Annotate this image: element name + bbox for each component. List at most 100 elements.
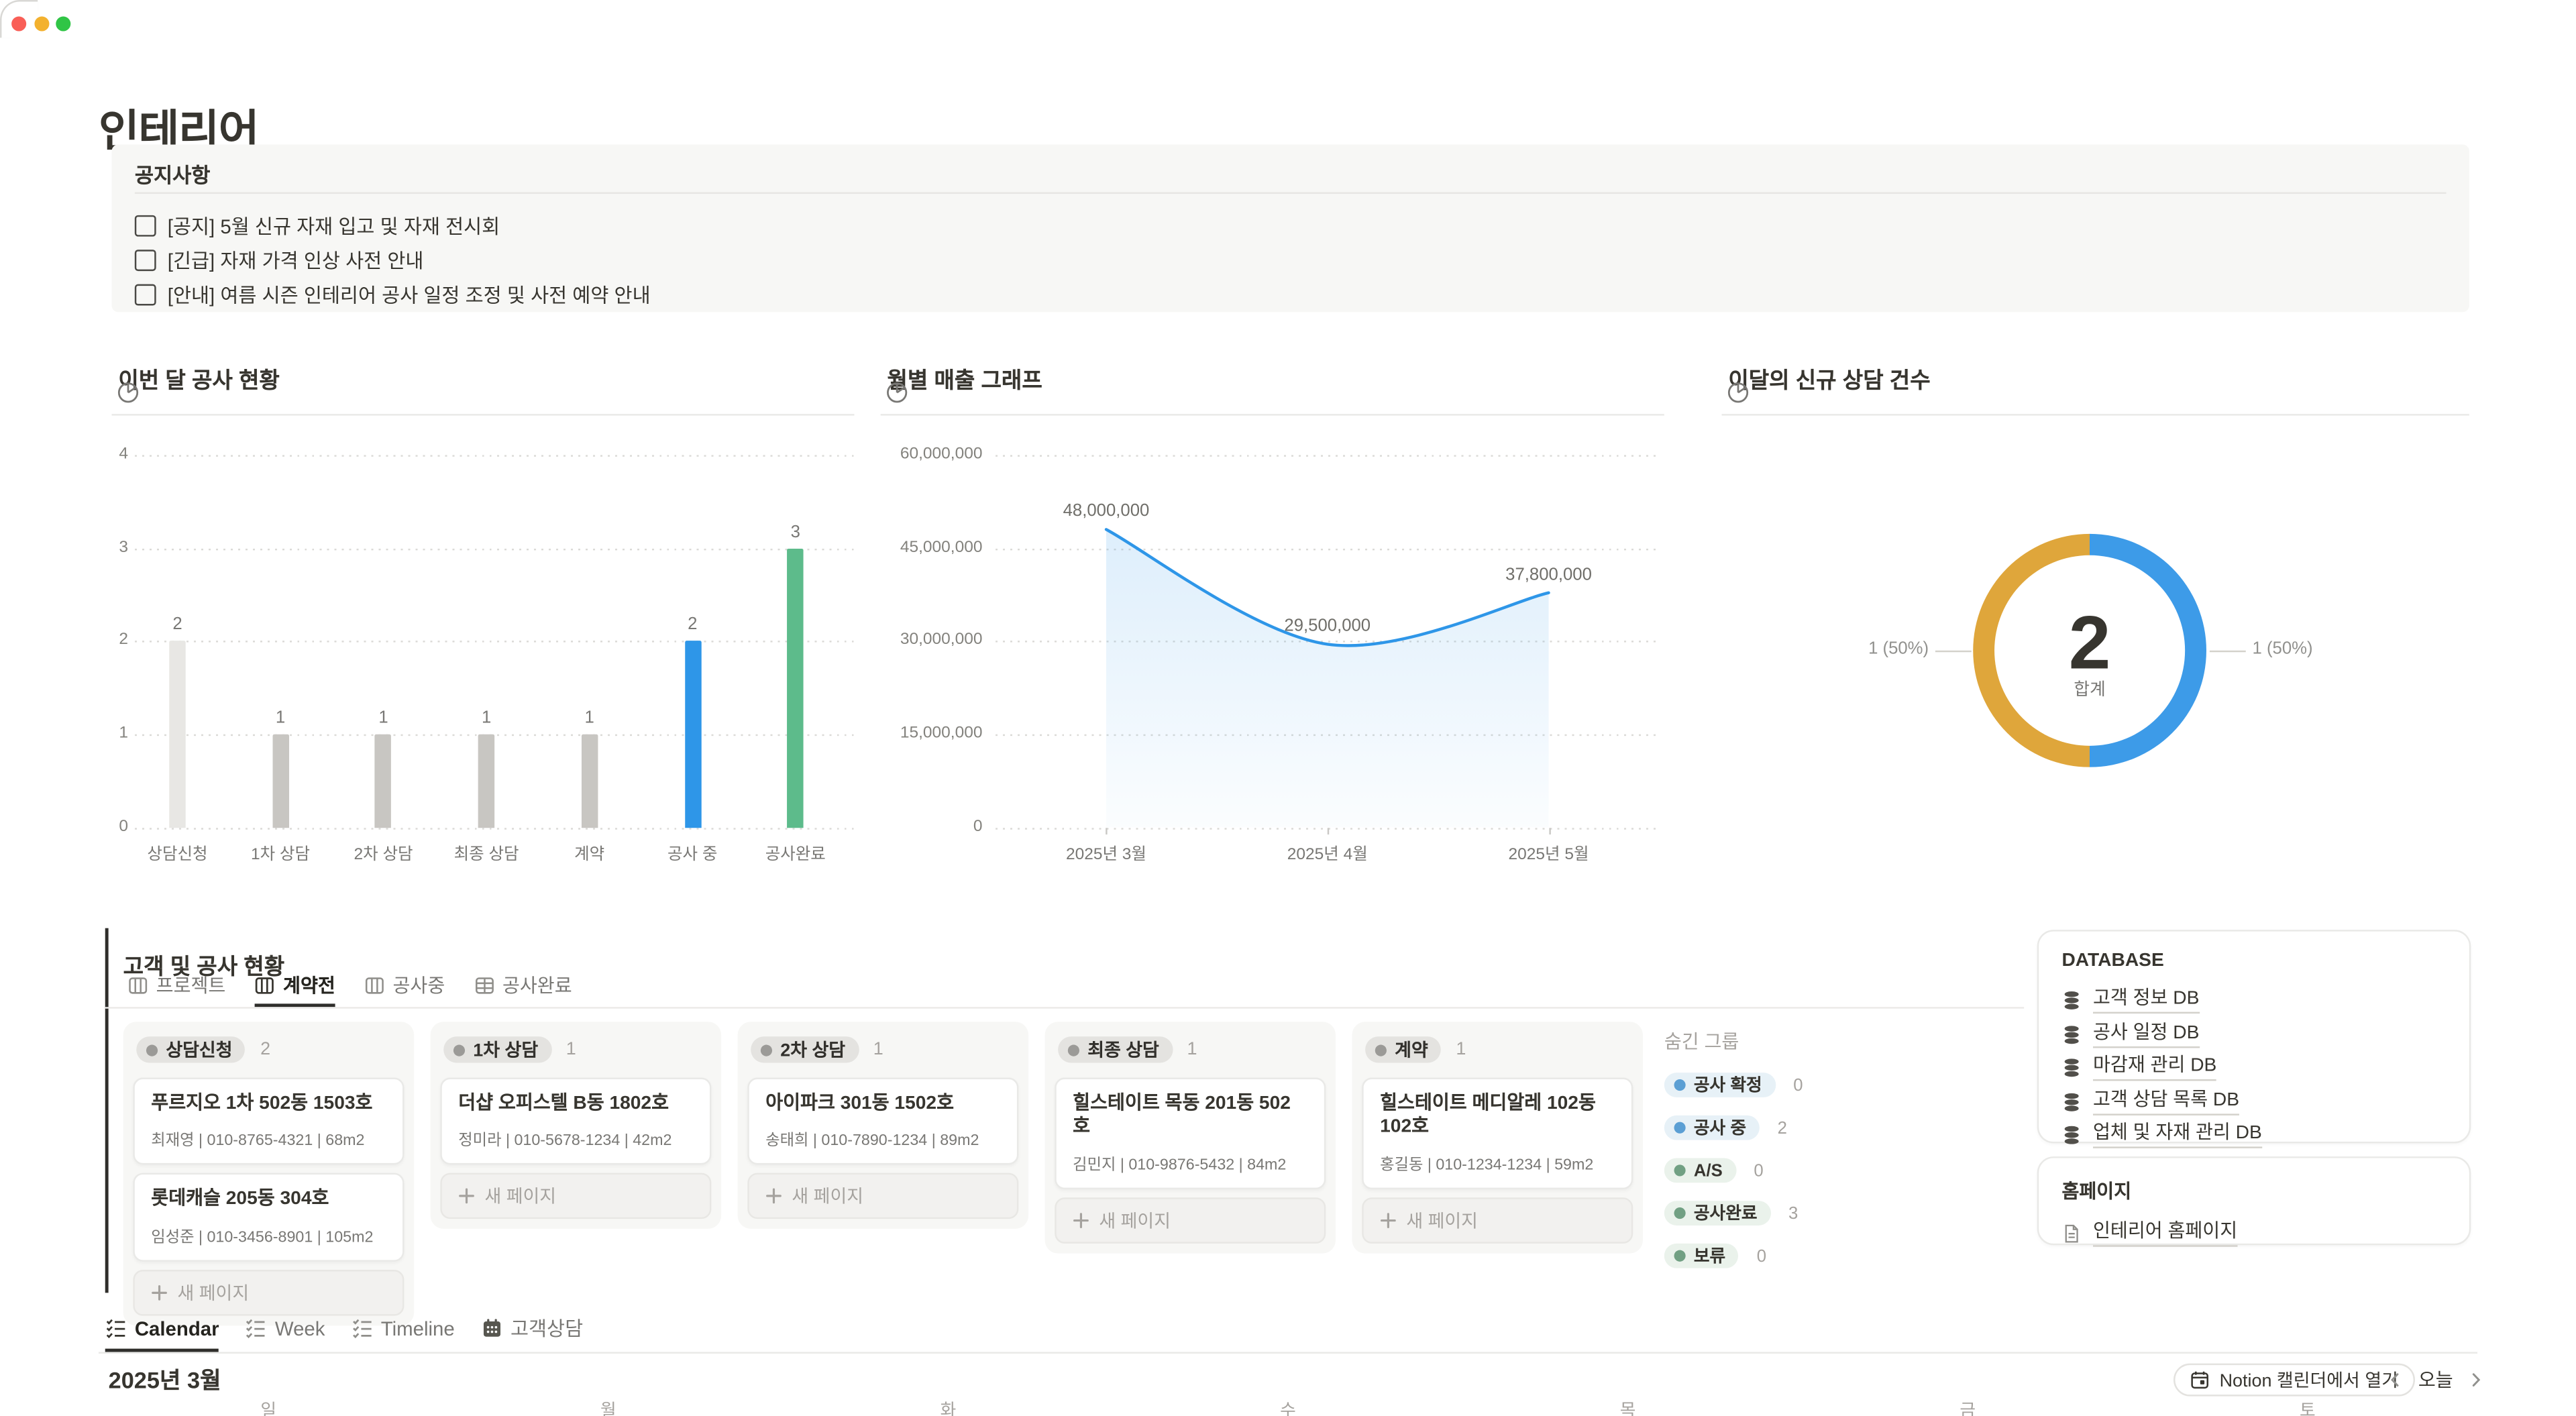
donut-plot: 2 합계 1 (50%) 1 (50%) [1722, 455, 2469, 828]
hidden-group-pill[interactable]: A/S [1664, 1158, 1736, 1183]
hidden-group-pill[interactable]: 공사 중 [1664, 1115, 1760, 1140]
kanban-column-pill[interactable]: 2차 상담 [751, 1036, 859, 1063]
hidden-group-pill[interactable]: 보류 [1664, 1243, 1739, 1268]
bar-value-label: 3 [790, 521, 800, 542]
hidden-group-row: 공사 확정 0 [1664, 1073, 2009, 1097]
bar-계약[interactable] [581, 734, 598, 828]
database-link[interactable]: 마감재 관리 DB [2061, 1051, 2446, 1085]
checkbox[interactable] [134, 250, 156, 272]
window-corner [0, 0, 38, 38]
bar-상담신청[interactable] [169, 641, 186, 828]
bar-공사완료[interactable] [787, 548, 804, 828]
close-button[interactable] [11, 16, 27, 32]
bar-최종 상담[interactable] [478, 734, 495, 828]
y-axis-tick: 1 [119, 724, 129, 743]
bar-plot: 4 3 2 1 0 2 상담신청 1 1차 상담 1 2차 상담 1 최종 상담 1 계약 2 공사 중 3 공사완… [112, 445, 855, 864]
kanban-card-meta: 정미라 | 010-5678-1234 | 42m2 [458, 1132, 672, 1151]
donut-callout-line [1935, 649, 1972, 652]
kanban-card[interactable]: 힐스테이트 목동 201동 502호 김민지 | 010-9876-5432 |… [1055, 1077, 1326, 1189]
database-link[interactable]: 공사 일정 DB [2061, 1018, 2446, 1051]
tab-week[interactable]: Week [246, 1317, 325, 1352]
minimize-button[interactable] [34, 16, 49, 32]
hidden-group-name: 보류 [1693, 1246, 1726, 1267]
divider [1721, 414, 2469, 416]
kanban-column: 1차 상담 1 더샵 오피스텔 B동 1802호 정미라 | 010-5678-… [430, 1022, 722, 1230]
new-page-label: 새 페이지 [1099, 1211, 1171, 1232]
new-page-button[interactable]: 새 페이지 [1362, 1197, 1633, 1244]
calendar-icon [483, 1319, 500, 1337]
kanban-column-pill[interactable]: 최종 상담 [1058, 1036, 1173, 1063]
tab-construction-done[interactable]: 공사완료 [474, 976, 572, 1007]
x-axis-tick [1106, 828, 1108, 835]
calendar-icon [2191, 1371, 2208, 1389]
kanban-card[interactable]: 힐스테이트 메디알레 102동 102호 홍길동 | 010-1234-1234… [1362, 1077, 1633, 1189]
chevron-left-icon[interactable] [2385, 1370, 2405, 1389]
y-axis-tick: 4 [119, 445, 129, 464]
database-panel-title: DATABASE [2061, 950, 2164, 971]
homepage-link[interactable]: 인테리어 홈페이지 [2061, 1217, 2446, 1251]
chevron-right-icon[interactable] [2466, 1370, 2485, 1389]
tab-in-construction[interactable]: 공사중 [365, 976, 445, 1007]
bar-2차 상담[interactable] [375, 734, 392, 828]
kanban-card[interactable]: 아이파크 301동 1502호 송태희 | 010-7890-1234 | 89… [747, 1077, 1019, 1166]
bar-공사 중[interactable] [684, 641, 701, 828]
zoom-button[interactable] [56, 16, 71, 32]
hidden-group-pill[interactable]: 공사완료 [1664, 1201, 1771, 1226]
notice-item: [긴급] 자재 가격 인상 사전 안내 [134, 246, 2447, 274]
divider [111, 414, 855, 416]
kanban-column-count: 1 [873, 1040, 883, 1060]
weekday-label: 금 [1960, 1401, 1976, 1416]
new-page-button[interactable]: 새 페이지 [747, 1173, 1019, 1220]
today-button[interactable]: 오늘 [2418, 1371, 2453, 1392]
hidden-group-name: 공사 중 [1693, 1118, 1747, 1139]
gridline [996, 641, 1660, 643]
notice-title: 공지사항 [134, 164, 211, 188]
plus-icon [459, 1189, 474, 1205]
status-dot-icon [453, 1044, 466, 1056]
kanban-column-header: 계약 1 [1365, 1036, 1629, 1063]
donut-slice-label-right: 1 (50%) [2252, 639, 2313, 659]
kanban-card[interactable]: 롯데캐슬 205동 304호 임성준 | 010-3456-8901 | 105… [133, 1173, 405, 1262]
checkbox[interactable] [134, 215, 156, 237]
revenue-line-svg [1104, 528, 1550, 828]
divider [105, 1007, 2025, 1009]
tab-timeline[interactable]: Timeline [352, 1317, 455, 1352]
tab-pre-contract[interactable]: 계약전 [255, 976, 335, 1007]
kanban-column-pill[interactable]: 계약 [1365, 1036, 1442, 1063]
new-page-button[interactable]: 새 페이지 [1055, 1197, 1326, 1244]
gridline [996, 455, 1660, 457]
calendar-navigation: 오늘 [2385, 1364, 2486, 1397]
pie-chart-icon[interactable] [1727, 381, 1750, 404]
database-link[interactable]: 고객 상담 목록 DB [2061, 1085, 2446, 1119]
plus-icon [1381, 1212, 1396, 1228]
notice-item: [안내] 여름 시즌 인테리어 공사 일정 조정 및 사전 예약 안내 [134, 281, 2447, 309]
homepage-link-label: 인테리어 홈페이지 [2093, 1221, 2238, 1248]
y-axis-tick: 0 [973, 817, 983, 836]
checkbox[interactable] [134, 284, 156, 306]
database-icon [2064, 1059, 2079, 1077]
window-controls [11, 16, 71, 32]
kanban-card[interactable]: 푸르지오 1차 502동 1503호 최재영 | 010-8765-4321 |… [133, 1077, 405, 1166]
kanban-column-pill[interactable]: 1차 상담 [443, 1036, 551, 1063]
tab-label: 공사중 [392, 976, 445, 997]
hidden-group-row: 공사 중 2 [1664, 1115, 2009, 1140]
kanban-column-pill[interactable]: 상담신청 [136, 1036, 246, 1063]
x-axis-tick [1327, 828, 1330, 835]
pie-chart-icon[interactable] [117, 381, 140, 404]
plus-icon [1073, 1212, 1089, 1228]
tab-customer-consult[interactable]: 고객상담 [481, 1317, 583, 1352]
weekday-label: 토 [2299, 1401, 2316, 1416]
pie-chart-icon[interactable] [885, 381, 908, 404]
database-link[interactable]: 고객 정보 DB [2061, 984, 2446, 1018]
hidden-group-pill[interactable]: 공사 확정 [1664, 1073, 1776, 1097]
bar-1차 상담[interactable] [272, 734, 289, 828]
database-link[interactable]: 업체 및 자재 관리 DB [2061, 1119, 2446, 1152]
new-page-button[interactable]: 새 페이지 [133, 1269, 405, 1316]
kanban-card[interactable]: 더샵 오피스텔 B동 1802호 정미라 | 010-5678-1234 | 4… [440, 1077, 712, 1166]
chart-construction-status: 이번 달 공사 현황 4 3 2 1 0 2 상담신청 1 1차 상담 1 2차 상담 1 최종 상담 1… [111, 329, 855, 871]
tab-calendar[interactable]: Calendar [105, 1317, 219, 1352]
new-page-button[interactable]: 새 페이지 [440, 1173, 712, 1220]
tab-project[interactable]: 프로젝트 [128, 976, 225, 1007]
open-in-notion-calendar-button[interactable]: Notion 캘린더에서 열기 [2174, 1363, 2415, 1397]
